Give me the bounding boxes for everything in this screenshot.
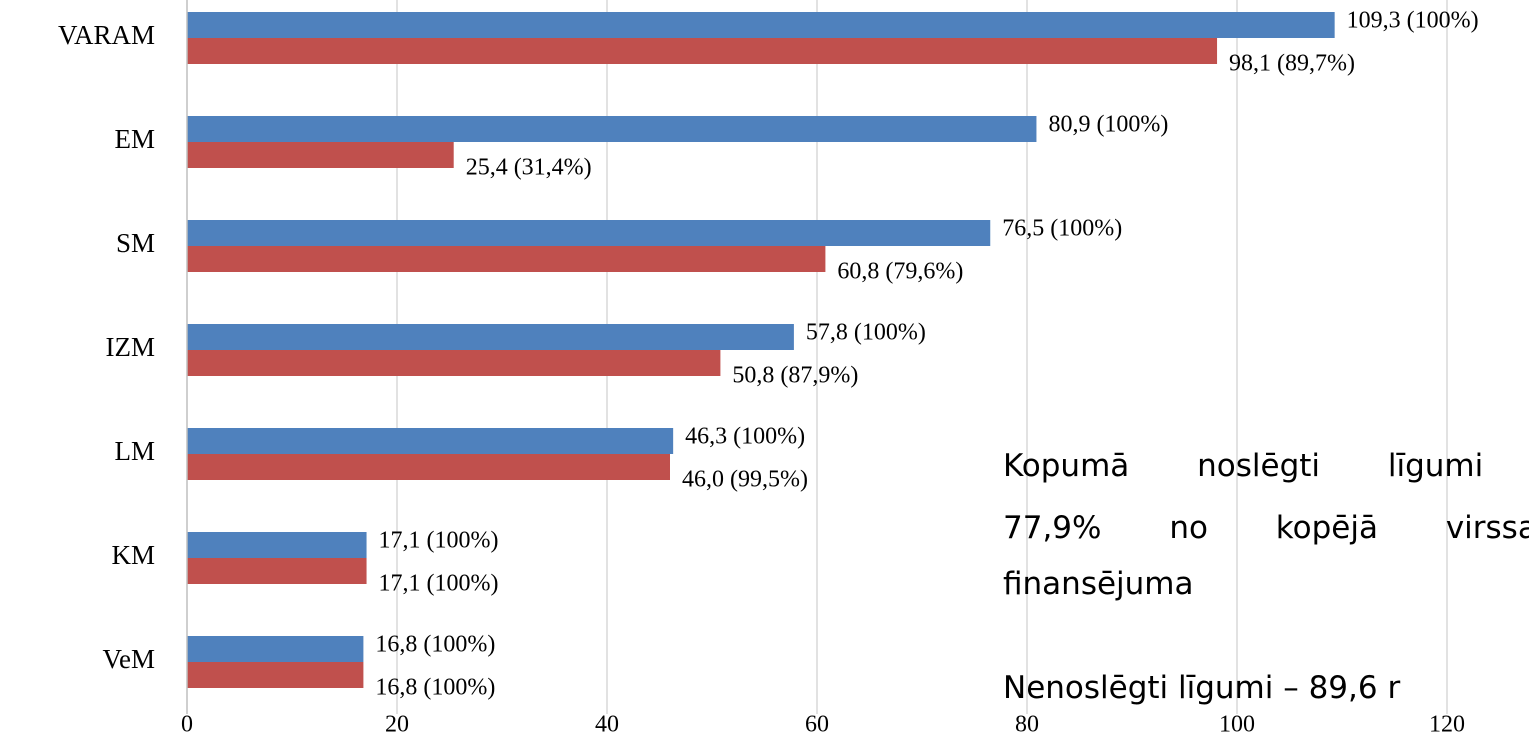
data-label: 60,8 (79,6%) (837, 259, 963, 285)
data-label: 98,1 (89,7%) (1229, 51, 1355, 77)
data-label: 46,0 (99,5%) (682, 467, 808, 493)
y-tick-label: IZM (106, 332, 156, 362)
data-label: 80,9 (100%) (1048, 112, 1168, 138)
bar (187, 350, 721, 376)
annotation: Kopumā noslēgti līgumi (1003, 448, 1483, 484)
data-label: 25,4 (31,4%) (466, 155, 592, 181)
bar (187, 662, 364, 688)
bar (187, 636, 364, 662)
y-tick-label: VeM (103, 644, 156, 674)
bar (187, 246, 826, 272)
annotation: finansējuma (1003, 566, 1194, 602)
annotation: 77,9% no kopējā virssa (1003, 510, 1529, 546)
bar (187, 558, 367, 584)
x-tick-label: 0 (181, 712, 193, 738)
bar (187, 324, 794, 350)
bar (187, 12, 1335, 38)
data-label: 50,8 (87,9%) (732, 363, 858, 389)
data-label: 57,8 (100%) (806, 320, 926, 346)
y-tick-label: VARAM (58, 20, 155, 50)
labels: 0 20 40 60 80 100 120 VARAM 109,3 (100%) 98,1 (89… (58, 8, 1529, 738)
x-tick-label: 20 (385, 712, 409, 738)
x-tick-label: 40 (595, 712, 619, 738)
x-tick-label: 80 (1015, 712, 1039, 738)
x-tick-label: 120 (1429, 712, 1465, 738)
data-label: 109,3 (100%) (1347, 8, 1479, 34)
bar (187, 38, 1218, 64)
data-label: 76,5 (100%) (1002, 216, 1122, 242)
bar (187, 532, 367, 558)
bar (187, 142, 454, 168)
y-tick-label: LM (115, 436, 156, 466)
bar (187, 220, 991, 246)
bar (187, 454, 670, 480)
bar (187, 428, 674, 454)
data-label: 46,3 (100%) (685, 424, 805, 450)
y-tick-label: SM (116, 228, 155, 258)
bar (187, 116, 1037, 142)
data-label: 17,1 (100%) (379, 571, 499, 597)
data-label: 16,8 (100%) (375, 675, 495, 701)
annotation: Nenoslēgti līgumi – 89,6 r (1003, 670, 1400, 706)
bars (187, 12, 1335, 688)
y-tick-label: EM (115, 124, 156, 154)
data-label: 16,8 (100%) (375, 632, 495, 658)
x-tick-label: 100 (1219, 712, 1255, 738)
y-tick-label: KM (111, 540, 155, 570)
x-tick-label: 60 (805, 712, 829, 738)
data-label: 17,1 (100%) (379, 528, 499, 554)
